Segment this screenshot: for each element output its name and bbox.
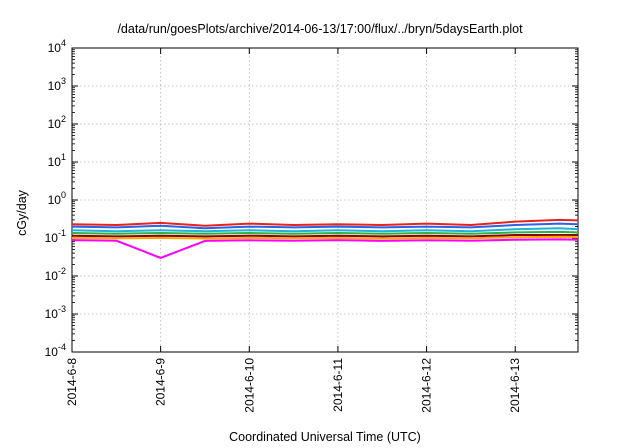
series-line-2 — [71, 227, 579, 233]
y-tick-label: 100 — [48, 190, 66, 207]
x-tick-label: 2014-6-8 — [65, 358, 79, 406]
x-tick-label: 2014-6-11 — [331, 358, 345, 412]
y-tick-label: 10-2 — [45, 266, 66, 283]
series-line-0 — [71, 218, 579, 227]
chart-title: /data/run/goesPlots/archive/2014-06-13/1… — [117, 22, 523, 36]
series-line-4 — [71, 234, 578, 238]
y-tick-label: 102 — [48, 114, 66, 131]
x-tick-label: 2014-6-13 — [508, 358, 522, 413]
y-tick-label: 103 — [48, 76, 66, 93]
x-axis-label: Coordinated Universal Time (UTC) — [229, 430, 421, 444]
series-line-3 — [71, 230, 579, 235]
series-line-1 — [71, 222, 579, 230]
y-tick-label: 101 — [48, 152, 66, 169]
series-line-5 — [71, 235, 579, 240]
series-line-6 — [71, 238, 579, 259]
y-tick-label: 10-4 — [45, 342, 66, 359]
x-tick-label: 2014-6-10 — [242, 358, 256, 413]
y-tick-label: 10-1 — [45, 228, 66, 245]
x-tick-label: 2014-6-12 — [420, 358, 434, 413]
y-axis-label: cGy/day — [15, 190, 29, 236]
y-tick-label: 104 — [48, 38, 66, 55]
y-tick-label: 10-3 — [45, 304, 66, 321]
x-tick-label: 2014-6-9 — [154, 358, 168, 406]
